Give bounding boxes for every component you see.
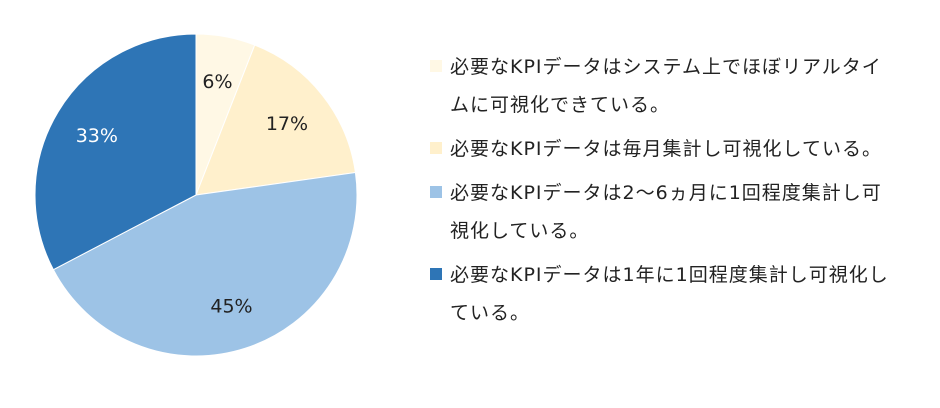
pie-slice <box>52 171 358 357</box>
slice-data-label: 45% <box>210 295 252 317</box>
legend: 必要なKPIデータはシステム上でほぼリアルタイムに可視化できている。 必要なKP… <box>430 48 900 338</box>
legend-swatch-icon <box>430 186 442 198</box>
legend-label: 必要なKPIデータは2〜6ヵ月に1回程度集計し可視化している。 <box>450 182 882 242</box>
pie-slice <box>34 33 197 271</box>
legend-item: 必要なKPIデータは2〜6ヵ月に1回程度集計し可視化している。 <box>430 174 900 250</box>
legend-label: 必要なKPIデータはシステム上でほぼリアルタイムに可視化できている。 <box>450 56 882 116</box>
legend-item: 必要なKPIデータは1年に1回程度集計し可視化している。 <box>430 256 900 332</box>
legend-item: 必要なKPIデータはシステム上でほぼリアルタイムに可視化できている。 <box>430 48 900 124</box>
slice-data-label: 17% <box>266 113 308 135</box>
slice-data-label: 33% <box>76 125 118 147</box>
legend-swatch-icon <box>430 142 442 154</box>
legend-swatch-icon <box>430 268 442 280</box>
legend-label: 必要なKPIデータは毎月集計し可視化している。 <box>450 138 882 160</box>
slice-data-label: 6% <box>202 71 232 93</box>
pie-slice <box>195 44 356 196</box>
legend-swatch-icon <box>430 60 442 72</box>
pie-chart: 6% 17% 45% 33% <box>34 33 358 357</box>
legend-item: 必要なKPIデータは毎月集計し可視化している。 <box>430 130 900 168</box>
legend-label: 必要なKPIデータは1年に1回程度集計し可視化している。 <box>450 264 889 324</box>
